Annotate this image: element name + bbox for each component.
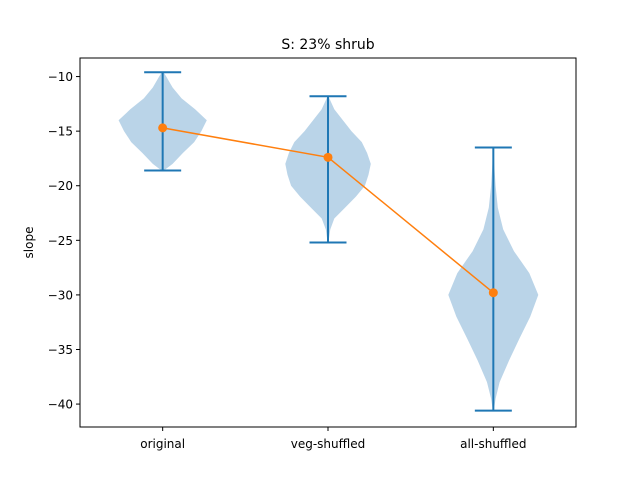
x-tick-label: original — [140, 437, 185, 451]
x-tick-label: all-shuffled — [460, 437, 526, 451]
chart-title: S: 23% shrub — [281, 37, 374, 53]
y-axis-label: slope — [22, 227, 36, 259]
y-tick-label: −10 — [48, 70, 73, 84]
series-point-original — [158, 123, 168, 133]
y-tick-label: −40 — [48, 398, 73, 412]
x-axis: original veg-shuffled all-shuffled — [140, 427, 527, 451]
series-point-veg-shuffled — [323, 152, 333, 162]
whiskers-layer — [144, 71, 512, 412]
mean-line-layer — [158, 123, 498, 298]
y-tick-label: −25 — [48, 234, 73, 248]
y-tick-label: −30 — [48, 288, 73, 302]
y-axis: −40 −35 −30 −25 −20 −15 −10 — [48, 70, 80, 412]
y-tick-label: −15 — [48, 125, 73, 139]
series-point-all-shuffled — [488, 288, 498, 298]
y-tick-label: −20 — [48, 179, 73, 193]
y-tick-label: −35 — [48, 343, 73, 357]
x-tick-label: veg-shuffled — [291, 437, 366, 451]
